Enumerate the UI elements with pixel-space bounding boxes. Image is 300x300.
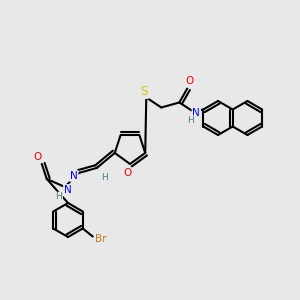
Text: O: O xyxy=(123,168,131,178)
Text: N: N xyxy=(64,185,72,195)
Text: N: N xyxy=(192,109,200,118)
Text: H: H xyxy=(187,116,194,125)
Text: Br: Br xyxy=(95,235,106,244)
Text: O: O xyxy=(34,152,42,162)
Text: H: H xyxy=(56,192,62,201)
Text: O: O xyxy=(185,76,194,86)
Text: N: N xyxy=(70,171,78,181)
Text: S: S xyxy=(141,85,148,98)
Text: H: H xyxy=(101,173,108,182)
